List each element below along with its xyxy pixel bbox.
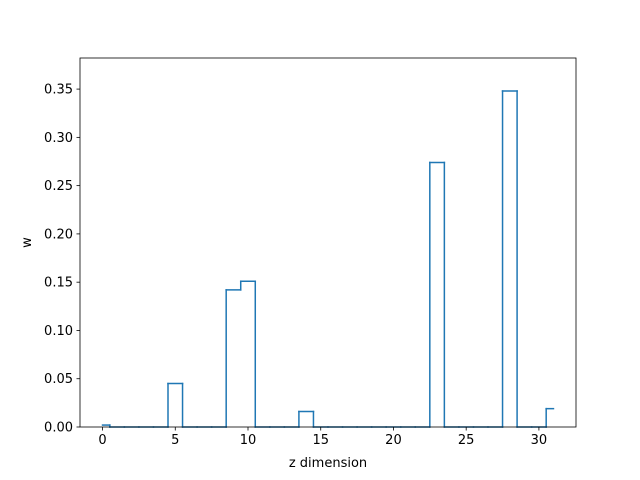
y-tick-label: 0.20 xyxy=(44,227,73,242)
axes-frame xyxy=(79,57,577,428)
x-tick-label: 10 xyxy=(240,433,257,448)
y-axis-ticks: 0.00 0.05 0.10 0.15 0.20 0.25 0.30 0.35 xyxy=(44,83,80,436)
y-tick-label: 0.05 xyxy=(44,372,73,387)
y-axis-label: w xyxy=(20,237,35,248)
x-axis-label: z dimension xyxy=(289,456,367,471)
x-tick-label: 5 xyxy=(171,433,179,448)
x-axis-ticks: 0 5 10 15 20 25 30 xyxy=(98,427,547,448)
x-tick-label: 15 xyxy=(312,433,329,448)
x-tick-label: 0 xyxy=(98,433,106,448)
y-tick-label: 0.35 xyxy=(44,83,73,98)
plot-area xyxy=(80,58,576,427)
x-tick-label: 30 xyxy=(531,433,548,448)
y-tick-label: 0.15 xyxy=(44,276,73,291)
y-tick-label: 0.00 xyxy=(44,421,73,436)
y-tick-label: 0.10 xyxy=(44,324,73,339)
y-tick-label: 0.25 xyxy=(44,179,73,194)
y-tick-label: 0.30 xyxy=(44,131,73,146)
x-tick-label: 20 xyxy=(385,433,402,448)
x-tick-label: 25 xyxy=(458,433,475,448)
